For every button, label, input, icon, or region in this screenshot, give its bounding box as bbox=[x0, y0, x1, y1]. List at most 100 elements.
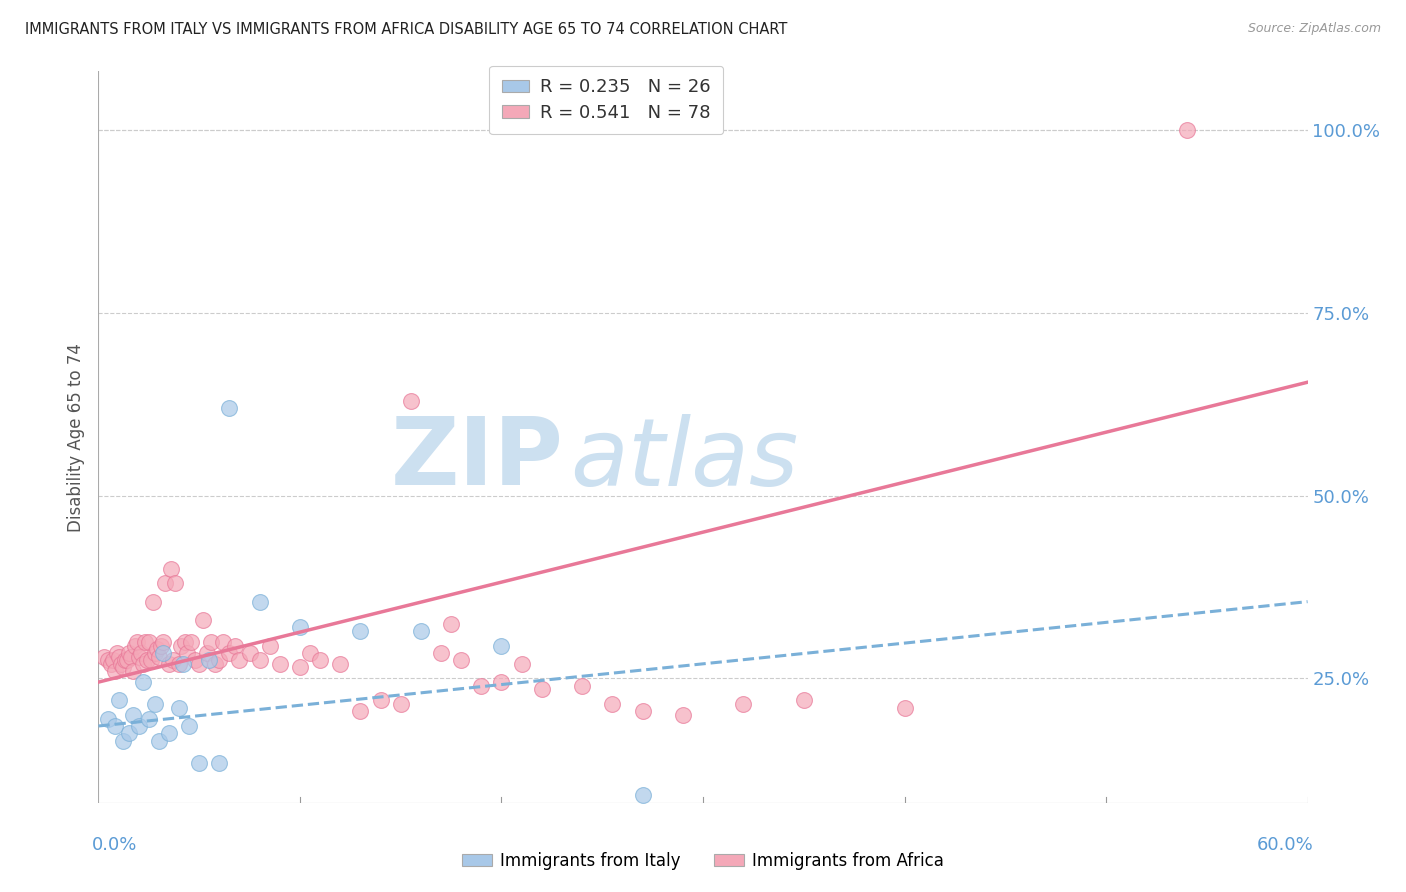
Point bbox=[138, 635, 160, 649]
Point bbox=[188, 657, 211, 671]
Point bbox=[107, 693, 129, 707]
Text: 60.0%: 60.0% bbox=[1257, 836, 1313, 854]
Point bbox=[128, 719, 150, 733]
Point bbox=[97, 653, 120, 667]
Point bbox=[121, 708, 143, 723]
Point bbox=[239, 646, 262, 660]
Text: atlas: atlas bbox=[569, 414, 799, 505]
Y-axis label: Disability Age 65 to 74: Disability Age 65 to 74 bbox=[66, 343, 84, 532]
Point bbox=[128, 649, 150, 664]
Point bbox=[224, 639, 246, 653]
Point bbox=[132, 675, 155, 690]
Point bbox=[135, 653, 157, 667]
Point bbox=[370, 693, 392, 707]
Point bbox=[631, 705, 654, 719]
Point bbox=[430, 646, 453, 660]
Point bbox=[218, 646, 240, 660]
Point bbox=[733, 697, 755, 711]
Point bbox=[631, 789, 654, 803]
Point bbox=[93, 649, 115, 664]
Point bbox=[160, 562, 183, 576]
Point bbox=[142, 594, 165, 608]
Point bbox=[218, 401, 240, 415]
Point bbox=[249, 594, 271, 608]
Point bbox=[491, 639, 513, 653]
Point bbox=[179, 719, 201, 733]
Point bbox=[120, 649, 142, 664]
Point bbox=[288, 620, 311, 634]
Point bbox=[309, 653, 332, 667]
Point bbox=[188, 756, 211, 770]
Point bbox=[170, 639, 193, 653]
Point bbox=[440, 616, 463, 631]
Point bbox=[101, 653, 124, 667]
Point bbox=[193, 613, 215, 627]
Point bbox=[157, 657, 180, 671]
Point bbox=[167, 657, 190, 671]
Point bbox=[152, 646, 174, 660]
Point bbox=[132, 657, 155, 671]
Point bbox=[105, 646, 128, 660]
Point bbox=[139, 653, 162, 667]
Point bbox=[259, 639, 281, 653]
Point bbox=[249, 653, 271, 667]
Text: IMMIGRANTS FROM ITALY VS IMMIGRANTS FROM AFRICA DISABILITY AGE 65 TO 74 CORRELAT: IMMIGRANTS FROM ITALY VS IMMIGRANTS FROM… bbox=[25, 22, 787, 37]
Point bbox=[602, 697, 624, 711]
Point bbox=[399, 393, 422, 408]
Point bbox=[167, 700, 190, 714]
Point bbox=[269, 657, 291, 671]
Point bbox=[198, 653, 221, 667]
Point bbox=[349, 705, 371, 719]
Point bbox=[174, 635, 197, 649]
Point bbox=[148, 733, 170, 747]
Point bbox=[893, 700, 915, 714]
Point bbox=[195, 646, 218, 660]
Point bbox=[208, 653, 231, 667]
Point bbox=[111, 733, 134, 747]
Point bbox=[510, 657, 533, 671]
Point bbox=[103, 719, 125, 733]
Point bbox=[148, 649, 170, 664]
Legend: Immigrants from Italy, Immigrants from Africa: Immigrants from Italy, Immigrants from A… bbox=[456, 846, 950, 877]
Text: ZIP: ZIP bbox=[391, 413, 564, 505]
Point bbox=[115, 653, 138, 667]
Point bbox=[176, 646, 198, 660]
Point bbox=[121, 664, 143, 678]
Point bbox=[299, 646, 322, 660]
Point bbox=[157, 726, 180, 740]
Point bbox=[409, 624, 432, 638]
Point bbox=[470, 679, 492, 693]
Point bbox=[672, 708, 695, 723]
Point bbox=[530, 682, 553, 697]
Point bbox=[153, 576, 176, 591]
Point bbox=[180, 635, 202, 649]
Point bbox=[571, 679, 593, 693]
Point bbox=[143, 697, 166, 711]
Point bbox=[184, 653, 207, 667]
Point bbox=[124, 639, 146, 653]
Point bbox=[97, 712, 120, 726]
Text: Source: ZipAtlas.com: Source: ZipAtlas.com bbox=[1247, 22, 1381, 36]
Point bbox=[329, 657, 352, 671]
Point bbox=[146, 642, 169, 657]
Point bbox=[143, 646, 166, 660]
Point bbox=[212, 635, 235, 649]
Point bbox=[125, 635, 148, 649]
Point bbox=[138, 712, 160, 726]
Point bbox=[110, 657, 132, 671]
Point bbox=[288, 660, 311, 674]
Point bbox=[163, 576, 186, 591]
Point bbox=[793, 693, 815, 707]
Point bbox=[100, 657, 122, 671]
Point bbox=[134, 635, 156, 649]
Point bbox=[114, 653, 136, 667]
Point bbox=[118, 646, 141, 660]
Point bbox=[162, 653, 184, 667]
Point bbox=[450, 653, 472, 667]
Point bbox=[349, 624, 371, 638]
Point bbox=[152, 635, 174, 649]
Point bbox=[389, 697, 412, 711]
Text: 0.0%: 0.0% bbox=[93, 836, 138, 854]
Point bbox=[107, 649, 129, 664]
Point bbox=[200, 635, 222, 649]
